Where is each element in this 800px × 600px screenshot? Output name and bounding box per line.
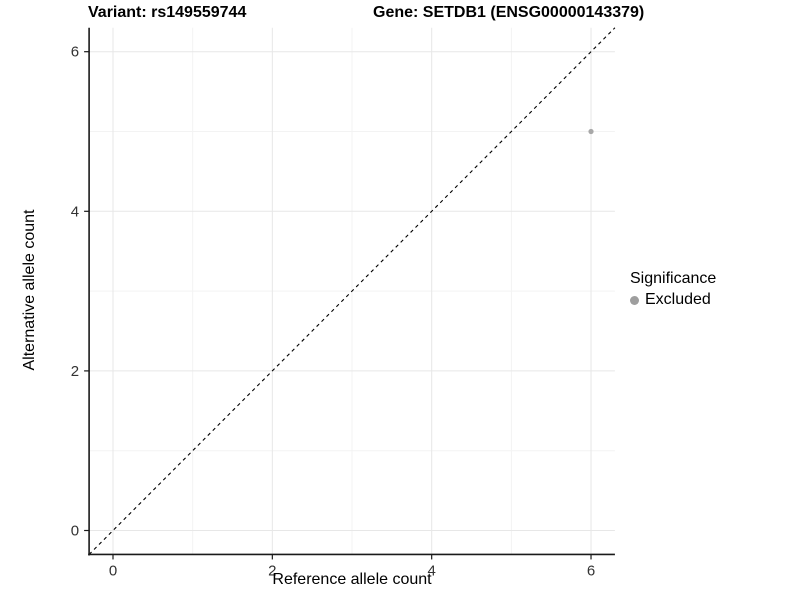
- x-tick-label: 4: [428, 562, 436, 579]
- identity-reference-line: [88, 27, 616, 555]
- legend-item-label: Excluded: [645, 291, 711, 308]
- y-tick-label: 0: [71, 523, 79, 540]
- x-tick-label: 0: [109, 562, 117, 579]
- data-point: [588, 128, 594, 135]
- x-tick-label: 2: [268, 562, 276, 579]
- y-tick-label: 2: [71, 363, 79, 380]
- legend: Significance Excluded: [630, 270, 716, 309]
- x-axis-label: Reference allele count: [272, 571, 432, 588]
- x-tick-label: 6: [587, 562, 595, 579]
- legend-item-excluded: Excluded: [630, 291, 716, 309]
- y-tick-label: 4: [71, 203, 79, 220]
- legend-title: Significance: [630, 270, 717, 287]
- y-tick-label: 6: [71, 44, 79, 61]
- y-axis-label: Alternative allele count: [21, 209, 38, 371]
- gene-title: Gene: SETDB1 (ENSG00000143379): [373, 4, 645, 21]
- legend-key-dot-icon: [630, 295, 639, 305]
- variant-title: Variant: rs149559744: [88, 4, 247, 21]
